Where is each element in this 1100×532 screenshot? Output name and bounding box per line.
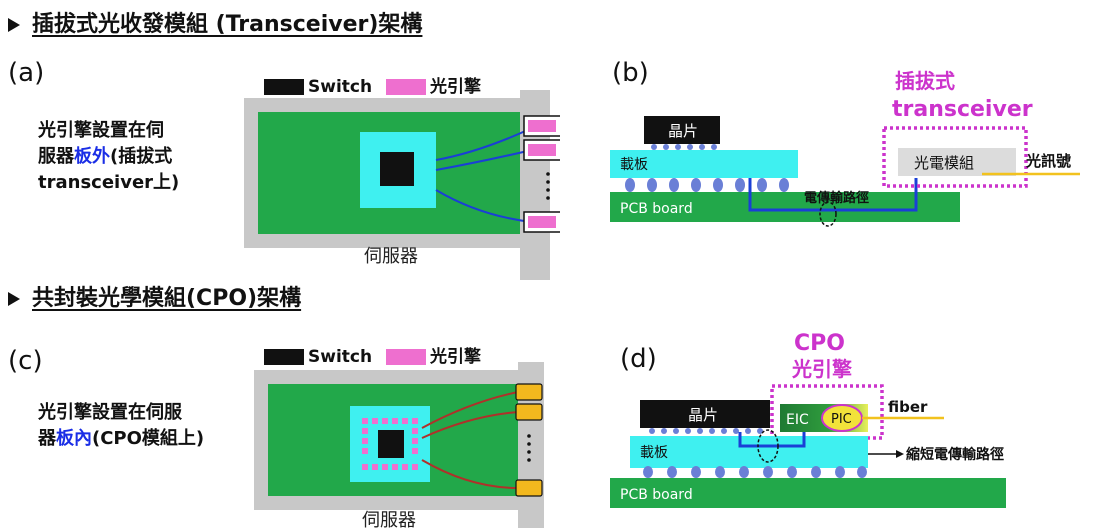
electrical-path [748,178,918,212]
fiber-label: fiber [888,398,928,416]
panel-c-server-label: 伺服器 [362,510,416,531]
panel-c-label: (c) [8,346,43,376]
chip [644,116,720,144]
panel-a-label: (a) [8,58,45,88]
ellipsis-dot [546,196,550,200]
switch-chip [378,430,404,458]
pic-label: PIC [831,412,852,427]
engine-block [528,144,556,156]
carrier-board [630,436,868,468]
engine-block [528,120,556,132]
switch-chip [380,152,414,186]
cpo-box-subtitle: 光引擎 [791,357,852,381]
ellipsis-dot [546,172,550,176]
optical-signal-label: 光訊號 [1025,152,1071,170]
fiber-connector [515,403,543,421]
panel-d-diagram: CPO 光引擎 晶片 EIC PIC fiber 載板 縮短電傳輸路徑 PCB … [610,331,1006,508]
eic-label: EIC [786,412,809,428]
panel-b-label: (b) [612,58,649,88]
panel-a-description: 光引擎設置在伺 服器板外(插拔式 transceiver上) [38,120,180,193]
module-label: 光電模組 [914,154,974,172]
bullet-triangle-icon [8,18,20,32]
chip-bumps [651,144,717,150]
carrier-label: 載板 [620,157,648,173]
path-marker [757,429,779,463]
fiber-3 [421,459,519,489]
fiber-1 [421,391,519,429]
panel-c-description: 光引擎設置在伺服 器板內(CPO模組上) [38,402,205,449]
engine-block [528,216,556,228]
wire-1 [435,127,533,161]
co-packaged-engines [362,418,418,470]
panel-c-diagram [254,362,544,528]
switch-swatch-icon [264,349,304,365]
fiber-connector [515,479,543,497]
wire-3 [435,189,533,223]
carrier-balls [643,466,867,478]
panel-a-server-label: 伺服器 [364,246,418,267]
carrier-balls [625,178,789,192]
pcb-label: PCB board [620,201,693,217]
switch-swatch-icon [264,79,304,95]
electrical-path-label: 電傳輸路徑 [804,190,869,206]
carrier-board [610,150,798,178]
cpo-box-title: CPO [794,331,845,356]
carrier-label: 載板 [640,445,668,461]
pcb-label: PCB board [620,487,693,503]
ellipsis-dot [527,450,531,454]
ellipsis-dot [527,458,531,462]
fiber-2 [421,411,519,439]
panel-d-label: (d) [620,344,657,374]
engine-swatch-icon [386,79,427,95]
chip-label: 晶片 [668,122,698,140]
chip-label: 晶片 [688,406,718,424]
pcb-board [610,478,1006,508]
short-electrical-path [738,432,806,448]
chip [640,400,770,428]
chip-bumps [649,428,763,434]
callout-arrow-icon [896,450,904,458]
ellipsis-dot [546,188,550,192]
wire-2 [435,149,533,171]
optoelectronic-module [898,148,1016,176]
heading-cpo: 共封裝光學模組(CPO)架構 [8,280,301,312]
heading-transceiver: 插拔式光收發模組 (Transceiver)架構 [8,6,422,38]
engine-swatch-icon [386,349,427,365]
ellipsis-dot [527,434,531,438]
fiber-connector [515,383,543,401]
panel-a-diagram [244,90,560,280]
transceiver-box-subtitle: transceiver [892,97,1033,122]
panel-b-diagram: 插拔式 transceiver 晶片 載板 PCB board 電傳輸路徑 光電… [610,69,1080,227]
shorten-path-label: 縮短電傳輸路徑 [906,446,1004,463]
pcb-board [610,192,960,222]
transceiver-box-title: 插拔式 [895,69,955,93]
transceiver-box [882,126,1028,188]
panel-c-legend: Switch 光引擎 [264,342,481,367]
ellipsis-dot [546,180,550,184]
ellipsis-dot [527,442,531,446]
bullet-triangle-icon [8,292,20,306]
panel-a-legend: Switch 光引擎 [264,72,481,97]
path-marker [819,201,837,227]
